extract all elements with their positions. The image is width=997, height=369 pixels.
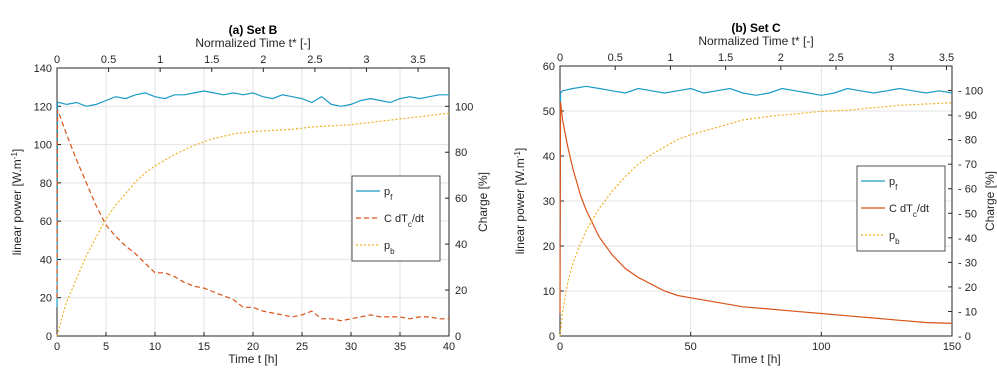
x-tick-label: 40: [443, 341, 455, 353]
x2-tick-label: 2: [260, 54, 266, 66]
y-tick-label: 50: [543, 106, 555, 118]
y2-tick-label: - 70: [958, 159, 977, 171]
chart-panel-0: 0 5 10 15 20 25 30 35 40020406080100120140020406…: [10, 23, 491, 366]
y-tick-label: 120: [34, 101, 52, 113]
legend-entry-sub: c: [913, 210, 917, 219]
x2-tick-label: 0.5: [101, 54, 116, 66]
x2-axis-label: Normalized Time t* [-]: [698, 34, 813, 48]
series-line-1: [559, 101, 953, 324]
legend-entry-sub: b: [390, 247, 395, 256]
series-line-0: [559, 85, 953, 247]
x-tick-label: 15: [198, 341, 210, 353]
legend-entry: pb: [384, 240, 395, 256]
y-axis-label-sup: -1: [10, 152, 19, 160]
y-tick-label: 40: [543, 151, 555, 163]
y2-tick-label: 80: [455, 147, 467, 159]
y2-tick-label: - 0: [958, 331, 971, 343]
y-tick-label: 0: [46, 331, 52, 343]
legend-entry-sub: b: [895, 237, 900, 246]
x-tick-label: 10: [149, 341, 161, 353]
x-tick-label: 25: [296, 341, 308, 353]
y2-tick-label: - 80: [958, 135, 977, 147]
legend-entry-sub: f: [390, 193, 393, 202]
legend-entry: C dTc/dt: [384, 213, 424, 229]
x2-tick-label: 1: [157, 54, 163, 66]
x-axis-label: Time t [h]: [228, 352, 278, 366]
y-tick-label: 30: [543, 196, 555, 208]
x-tick-label: 100: [812, 341, 830, 353]
x2-tick-label: 0.5: [608, 52, 623, 64]
y-tick-label: 20: [543, 241, 555, 253]
x2-axis-label: Normalized Time t* [-]: [195, 36, 310, 50]
x-axis-label: Time t [h]: [731, 352, 781, 366]
y2-tick-label: - 10: [958, 306, 977, 318]
x2-tick-label: 3.5: [410, 54, 425, 66]
x2-tick-label: 3.5: [939, 52, 954, 64]
x2-tick-label: 2.5: [828, 52, 843, 64]
y-axis-label-sup: -1: [513, 151, 522, 159]
legend-entry-sub: c: [408, 220, 412, 229]
y2-axis-label: Charge [%]: [983, 171, 997, 231]
y-tick-label: 140: [34, 63, 52, 75]
x-tick-label: 0: [557, 341, 563, 353]
y2-tick-label: 20: [455, 285, 467, 297]
x2-tick-label: 2: [778, 52, 784, 64]
x2-tick-label: 2.5: [307, 54, 322, 66]
x-tick-label: 150: [943, 341, 961, 353]
y-tick-label: 60: [543, 61, 555, 73]
chart-title: (a) Set B: [229, 23, 278, 37]
series-line-2: [56, 112, 450, 337]
legend-entry: pf: [889, 176, 898, 192]
legend-entry: C dTc/dt: [889, 203, 929, 219]
y2-tick-label: - 60: [958, 184, 977, 196]
y2-tick-label: 0: [455, 331, 461, 343]
y2-tick-label: 40: [455, 239, 467, 251]
x2-tick-label: 3: [363, 54, 369, 66]
x2-tick-label: 1.5: [204, 54, 219, 66]
y-tick-label: 60: [40, 216, 52, 228]
y-axis-label: linear power [W.m-1]: [513, 148, 528, 255]
legend-entry-tail: /dt: [917, 203, 929, 215]
y2-axis-label: Charge [%]: [476, 172, 490, 232]
legend-entry: pb: [889, 230, 900, 246]
x2-tick-label: 0: [54, 54, 60, 66]
x-tick-label: 0: [54, 341, 60, 353]
y2-tick-label: - 30: [958, 257, 977, 269]
legend-entry: pf: [384, 186, 393, 202]
y-tick-label: 10: [543, 286, 555, 298]
legend-entry-tail: /dt: [412, 213, 424, 225]
series-line-1: [56, 109, 449, 322]
series-line-2: [559, 102, 953, 337]
x2-tick-label: 3: [888, 52, 894, 64]
chart-title: (b) Set C: [731, 21, 781, 35]
x-tick-label: 35: [394, 341, 406, 353]
series-line-0: [56, 90, 449, 308]
y-tick-label: 40: [40, 254, 52, 266]
y-axis-label: linear power [W.m-1]: [10, 149, 25, 256]
x2-tick-label: 1: [667, 52, 673, 64]
x-tick-label: 50: [685, 341, 697, 353]
x2-tick-label: 1.5: [718, 52, 733, 64]
y2-tick-label: - 90: [958, 110, 977, 122]
y-tick-label: 0: [549, 331, 555, 343]
y2-tick-label: 60: [455, 193, 467, 205]
y2-tick-label: - 50: [958, 208, 977, 220]
x2-tick-label: 0: [557, 52, 563, 64]
y-tick-label: 80: [40, 178, 52, 190]
y-tick-label: 20: [40, 293, 52, 305]
y-tick-label: 100: [34, 140, 52, 152]
y2-tick-label: - 40: [958, 233, 977, 245]
x-tick-label: 20: [247, 341, 259, 353]
y2-tick-label: - 100: [958, 86, 983, 98]
y2-tick-label: 100: [455, 101, 473, 113]
legend-entry-sub: f: [895, 183, 898, 192]
x-tick-label: 5: [103, 341, 109, 353]
y2-tick-label: - 20: [958, 282, 977, 294]
x-tick-label: 30: [345, 341, 357, 353]
